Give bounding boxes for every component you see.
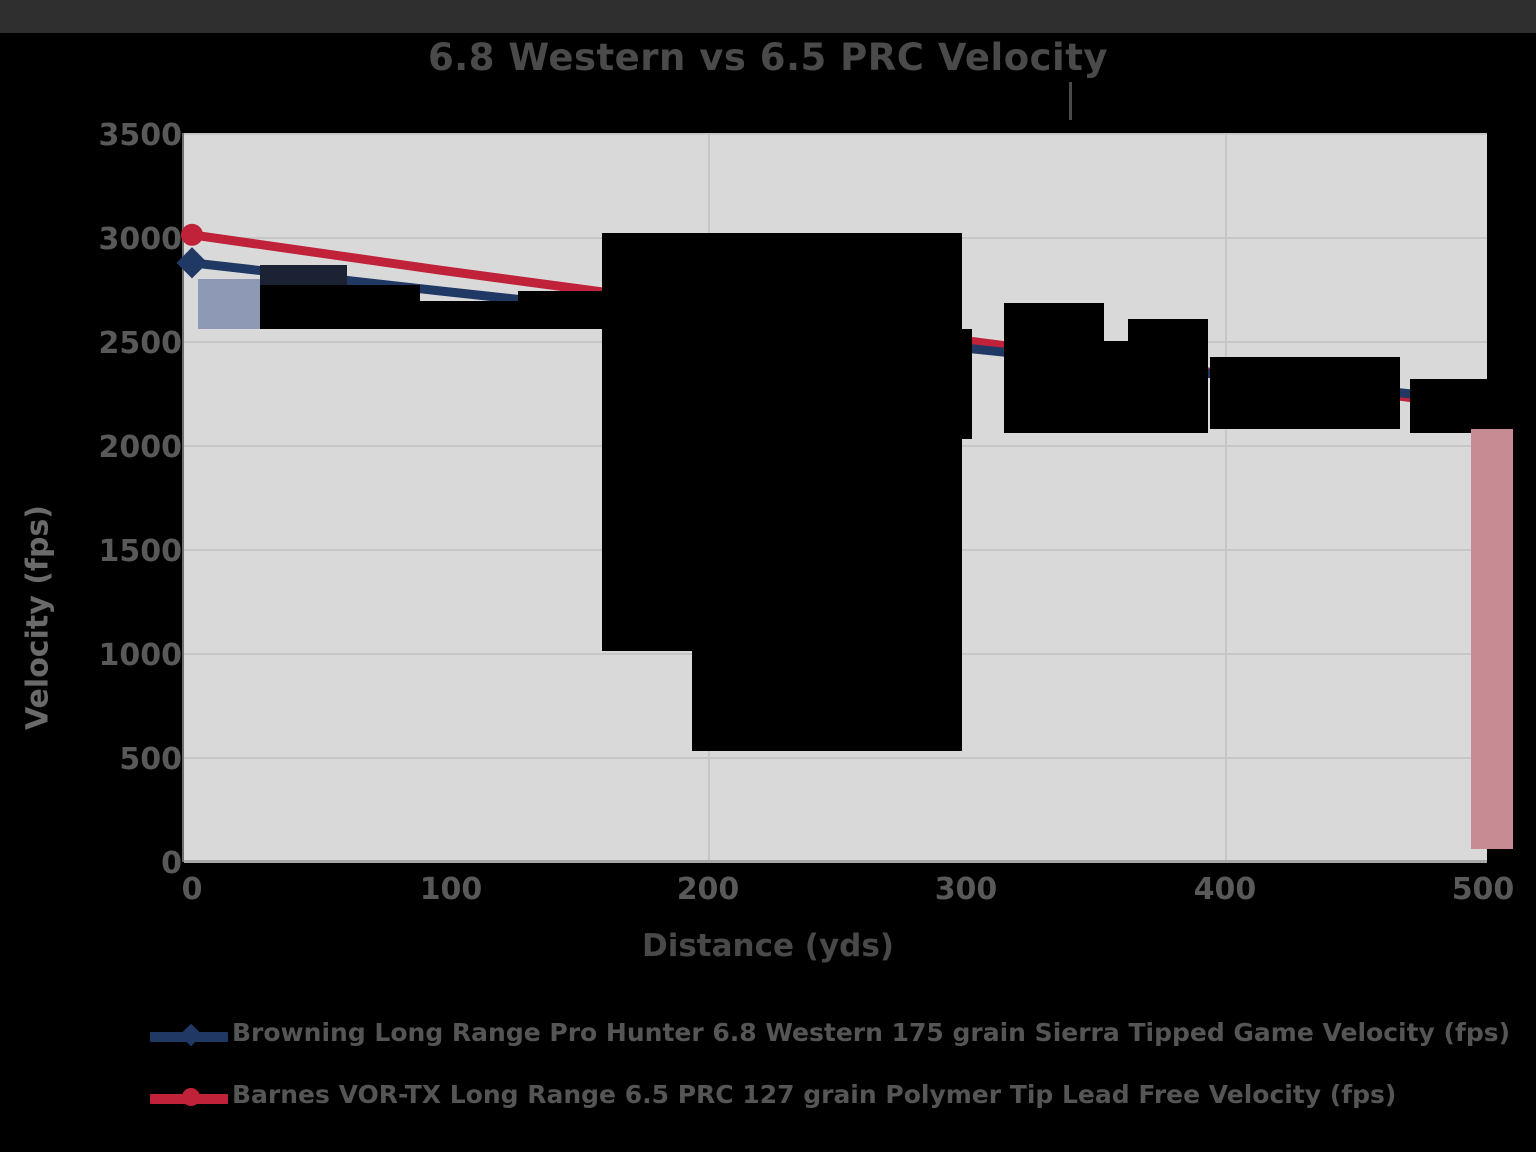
label-box-l bbox=[714, 451, 962, 551]
label-box-v bbox=[1410, 379, 1536, 433]
marker-red-0 bbox=[181, 223, 203, 246]
label-box-w bbox=[1471, 429, 1513, 849]
y-tick-3: 2000 bbox=[98, 430, 183, 465]
chart-legend: Browning Long Range Pro Hunter 6.8 Weste… bbox=[150, 1018, 1510, 1142]
x-tick-3: 300 bbox=[934, 872, 998, 907]
y-tick-2: 2500 bbox=[98, 326, 183, 361]
label-box-s bbox=[1030, 341, 1128, 433]
label-box-q bbox=[866, 329, 972, 439]
x-tick-1: 100 bbox=[419, 872, 483, 907]
gridline-3500 bbox=[184, 133, 1487, 135]
x-tick-0: 0 bbox=[181, 872, 203, 907]
label-box-n bbox=[718, 551, 962, 651]
gridline-500 bbox=[184, 757, 1487, 759]
legend-item-red[interactable]: Barnes VOR-TX Long Range 6.5 PRC 127 gra… bbox=[150, 1080, 1490, 1142]
label-box-o bbox=[692, 651, 962, 751]
y-tick-0: 3500 bbox=[98, 118, 183, 153]
x-tick-2: 200 bbox=[676, 872, 740, 907]
legend-label-blue: Browning Long Range Pro Hunter 6.8 Weste… bbox=[232, 1018, 1511, 1047]
x-axis-line bbox=[184, 860, 1487, 863]
legend-item-blue[interactable]: Browning Long Range Pro Hunter 6.8 Weste… bbox=[150, 1018, 1510, 1080]
vgridline-400 bbox=[1225, 133, 1227, 860]
legend-label-red: Barnes VOR-TX Long Range 6.5 PRC 127 gra… bbox=[232, 1080, 1397, 1109]
label-box-b bbox=[260, 265, 347, 287]
label-box-a bbox=[198, 279, 261, 329]
title-tick-mark bbox=[1069, 82, 1072, 120]
y-tick-5: 1000 bbox=[98, 638, 183, 673]
y-tick-7: 0 bbox=[161, 846, 182, 881]
x-tick-4: 400 bbox=[1193, 872, 1257, 907]
label-box-u bbox=[1210, 357, 1400, 429]
x-tick-5: 500 bbox=[1451, 872, 1515, 907]
y-axis-tick-labels: 3500 3000 2500 2000 1500 1000 500 0 bbox=[40, 0, 183, 1000]
diamond-marker-icon bbox=[180, 1024, 202, 1046]
plot-area bbox=[176, 133, 1536, 860]
y-axis-line bbox=[182, 133, 185, 862]
label-box-t bbox=[1128, 319, 1208, 433]
y-tick-1: 3000 bbox=[98, 222, 183, 257]
label-box-c bbox=[260, 285, 420, 329]
top-band bbox=[0, 0, 1536, 33]
page-title: 6.8 Western vs 6.5 PRC Velocity bbox=[427, 36, 1109, 79]
circle-marker-icon bbox=[182, 1088, 200, 1106]
y-axis-title: Velocity (fps) bbox=[20, 504, 56, 731]
y-tick-6: 500 bbox=[119, 742, 182, 777]
y-tick-4: 1500 bbox=[98, 534, 183, 569]
x-axis-title: Distance (yds) bbox=[642, 928, 894, 964]
